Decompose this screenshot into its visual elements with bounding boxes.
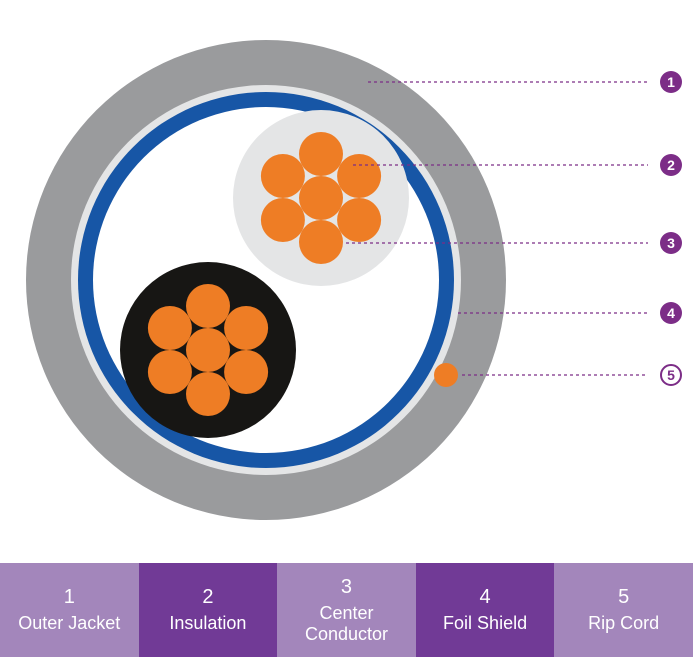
rip-cord [434, 363, 458, 387]
wire-b-conductor [224, 306, 268, 350]
wire-a-conductor [337, 198, 381, 242]
wire-a-conductor [337, 154, 381, 198]
legend-label: Outer Jacket [18, 613, 120, 634]
wire-a-conductor [299, 176, 343, 220]
callout-bullet: 3 [660, 232, 682, 254]
legend-index: 3 [341, 576, 352, 599]
cable-diagram: 1 2 3 4 5 [0, 0, 693, 563]
callout-bullet: 2 [660, 154, 682, 176]
wire-b-conductor [148, 306, 192, 350]
wire-a-conductor [299, 132, 343, 176]
legend-cell: 1 Outer Jacket [0, 563, 139, 657]
wire-b-conductor [186, 284, 230, 328]
wire-a-conductor [261, 154, 305, 198]
legend-label: Insulation [169, 613, 246, 634]
legend-index: 4 [480, 586, 491, 609]
legend-label: Rip Cord [588, 613, 659, 634]
legend-label: CenterConductor [305, 603, 388, 644]
wire-b-conductor [186, 372, 230, 416]
callout-bullet: 4 [660, 302, 682, 324]
legend-index: 5 [618, 586, 629, 609]
callout-bullet: 5 [660, 364, 682, 386]
legend-index: 1 [64, 586, 75, 609]
callout-bullet: 1 [660, 71, 682, 93]
wire-a-conductor [261, 198, 305, 242]
legend-cell: 3 CenterConductor [277, 563, 416, 657]
legend-cell: 2 Insulation [139, 563, 278, 657]
legend-label: Foil Shield [443, 613, 527, 634]
wire-b-conductor [186, 328, 230, 372]
wire-a-conductor [299, 220, 343, 264]
legend-index: 2 [202, 586, 213, 609]
cable-svg [8, 30, 693, 530]
wire-b-conductor [224, 350, 268, 394]
legend-cell: 4 Foil Shield [416, 563, 555, 657]
legend-row: 1 Outer Jacket 2 Insulation 3 CenterConductor… [0, 563, 693, 657]
wire-b-conductor [148, 350, 192, 394]
legend-cell: 5 Rip Cord [554, 563, 693, 657]
